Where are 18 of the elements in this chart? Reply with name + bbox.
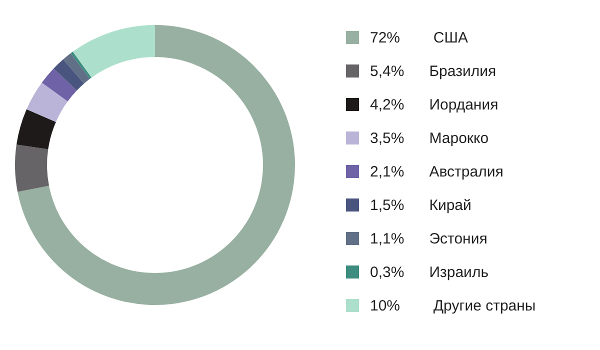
donut-slice	[63, 53, 90, 84]
legend-label: 0,3% Израиль	[370, 264, 489, 281]
donut-slice	[72, 25, 155, 78]
legend-label: 72% США	[370, 30, 468, 46]
legend-label: 1,1% Эстония	[370, 230, 488, 248]
donut-slice	[18, 25, 295, 305]
donut-slice	[70, 52, 92, 79]
donut-slice	[16, 109, 56, 150]
donut-slice	[15, 144, 50, 192]
legend-label: 4,2% Иордания	[370, 96, 498, 114]
donut-slice	[42, 68, 77, 102]
legend-label: 2,1% Австралия	[370, 164, 504, 180]
legend-label: 1,5% Кирай	[370, 197, 472, 214]
donut-slice	[26, 82, 68, 122]
legend-label: 10% Другие страны	[370, 298, 536, 314]
legend-label: 5,4% Бразилия	[370, 63, 496, 80]
donut-slice	[54, 59, 84, 91]
legend-label: 3,5% Марокко	[370, 130, 489, 147]
